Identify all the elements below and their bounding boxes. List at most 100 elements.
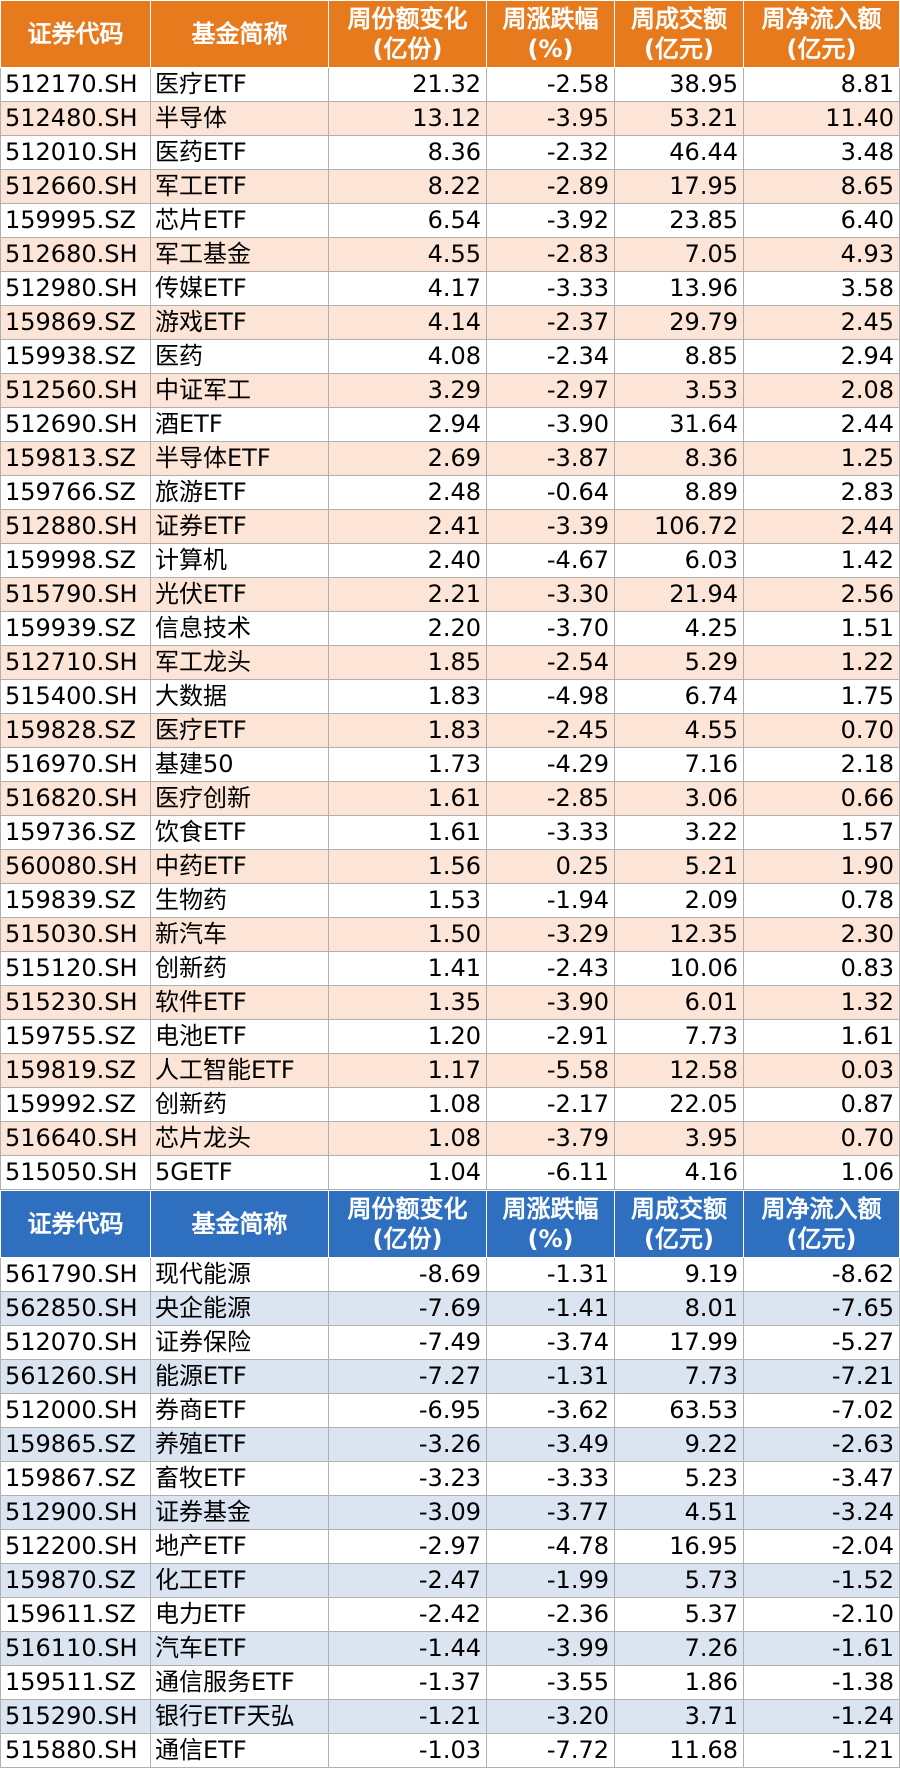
cell-fund-name: 医药ETF xyxy=(150,135,329,170)
cell-pct-change: -3.74 xyxy=(486,1325,615,1360)
cell-turnover: 12.35 xyxy=(614,917,744,952)
cell-pct-change: -3.77 xyxy=(486,1495,615,1530)
cell-code: 159867.SZ xyxy=(0,1461,151,1496)
cell-net-inflow: 8.81 xyxy=(743,67,900,102)
cell-fund-name: 央企能源 xyxy=(150,1291,329,1326)
header-share-change: 周份额变化 (亿份) xyxy=(328,0,487,68)
cell-pct-change: -4.29 xyxy=(486,747,615,782)
cell-pct-change: -2.37 xyxy=(486,305,615,340)
cell-net-inflow: 0.70 xyxy=(743,1121,900,1156)
cell-fund-name: 通信服务ETF xyxy=(150,1665,329,1700)
table-row: 512690.SH 酒ETF 2.94 -3.90 31.64 2.44 xyxy=(0,407,900,442)
table-row: 159813.SZ 半导体ETF 2.69 -3.87 8.36 1.25 xyxy=(0,441,900,476)
cell-fund-name: 电力ETF xyxy=(150,1597,329,1632)
cell-net-inflow: -1.52 xyxy=(743,1563,900,1598)
cell-turnover: 8.36 xyxy=(614,441,744,476)
cell-code: 512070.SH xyxy=(0,1325,151,1360)
cell-fund-name: 软件ETF xyxy=(150,985,329,1020)
cell-share-change: 1.20 xyxy=(328,1019,487,1054)
table-row: 515050.SH 5GETF 1.04 -6.11 4.16 1.06 xyxy=(0,1155,900,1190)
cell-share-change: 8.22 xyxy=(328,169,487,204)
cell-share-change: -2.47 xyxy=(328,1563,487,1598)
cell-turnover: 3.95 xyxy=(614,1121,744,1156)
cell-net-inflow: 2.08 xyxy=(743,373,900,408)
cell-fund-name: 中药ETF xyxy=(150,849,329,884)
table-row: 159819.SZ 人工智能ETF 1.17 -5.58 12.58 0.03 xyxy=(0,1053,900,1088)
cell-fund-name: 计算机 xyxy=(150,543,329,578)
cell-turnover: 4.55 xyxy=(614,713,744,748)
cell-share-change: 1.08 xyxy=(328,1087,487,1122)
cell-turnover: 5.73 xyxy=(614,1563,744,1598)
cell-fund-name: 饮食ETF xyxy=(150,815,329,850)
cell-pct-change: -7.72 xyxy=(486,1733,615,1768)
cell-turnover: 5.21 xyxy=(614,849,744,884)
cell-code: 159755.SZ xyxy=(0,1019,151,1054)
cell-code: 516640.SH xyxy=(0,1121,151,1156)
cell-code: 159865.SZ xyxy=(0,1427,151,1462)
cell-fund-name: 银行ETF天弘 xyxy=(150,1699,329,1734)
cell-share-change: 3.29 xyxy=(328,373,487,408)
cell-pct-change: -1.31 xyxy=(486,1359,615,1394)
cell-code: 159839.SZ xyxy=(0,883,151,918)
table-row: 512900.SH 证券基金 -3.09 -3.77 4.51 -3.24 xyxy=(0,1495,900,1530)
cell-fund-name: 大数据 xyxy=(150,679,329,714)
cell-turnover: 1.86 xyxy=(614,1665,744,1700)
cell-pct-change: -3.20 xyxy=(486,1699,615,1734)
cell-pct-change: -1.94 xyxy=(486,883,615,918)
cell-share-change: 4.55 xyxy=(328,237,487,272)
cell-turnover: 31.64 xyxy=(614,407,744,442)
cell-share-change: -3.23 xyxy=(328,1461,487,1496)
table-row: 512980.SH 传媒ETF 4.17 -3.33 13.96 3.58 xyxy=(0,271,900,306)
table-row: 512560.SH 中证军工 3.29 -2.97 3.53 2.08 xyxy=(0,373,900,408)
cell-pct-change: -3.79 xyxy=(486,1121,615,1156)
cell-net-inflow: -7.02 xyxy=(743,1393,900,1428)
cell-fund-name: 证券基金 xyxy=(150,1495,329,1530)
cell-code: 512710.SH xyxy=(0,645,151,680)
gain-table: 证券代码 基金简称 周份额变化 (亿份) 周涨跌幅 (%) 周成交额 (亿元) … xyxy=(0,0,900,1190)
table-row: 516970.SH 基建50 1.73 -4.29 7.16 2.18 xyxy=(0,747,900,782)
cell-turnover: 8.01 xyxy=(614,1291,744,1326)
cell-code: 516820.SH xyxy=(0,781,151,816)
cell-net-inflow: 1.42 xyxy=(743,543,900,578)
cell-net-inflow: 1.32 xyxy=(743,985,900,1020)
table-row: 512680.SH 军工基金 4.55 -2.83 7.05 4.93 xyxy=(0,237,900,272)
cell-fund-name: 畜牧ETF xyxy=(150,1461,329,1496)
cell-fund-name: 地产ETF xyxy=(150,1529,329,1564)
cell-fund-name: 旅游ETF xyxy=(150,475,329,510)
cell-fund-name: 人工智能ETF xyxy=(150,1053,329,1088)
cell-pct-change: -3.92 xyxy=(486,203,615,238)
cell-code: 561790.SH xyxy=(0,1257,151,1292)
cell-net-inflow: -7.65 xyxy=(743,1291,900,1326)
cell-fund-name: 现代能源 xyxy=(150,1257,329,1292)
cell-share-change: 13.12 xyxy=(328,101,487,136)
cell-pct-change: -3.90 xyxy=(486,985,615,1020)
table-row: 159992.SZ 创新药 1.08 -2.17 22.05 0.87 xyxy=(0,1087,900,1122)
cell-share-change: -3.09 xyxy=(328,1495,487,1530)
cell-fund-name: 芯片ETF xyxy=(150,203,329,238)
cell-code: 512980.SH xyxy=(0,271,151,306)
cell-pct-change: -2.43 xyxy=(486,951,615,986)
table-row: 159995.SZ 芯片ETF 6.54 -3.92 23.85 6.40 xyxy=(0,203,900,238)
cell-fund-name: 养殖ETF xyxy=(150,1427,329,1462)
table-row: 159998.SZ 计算机 2.40 -4.67 6.03 1.42 xyxy=(0,543,900,578)
cell-net-inflow: 1.25 xyxy=(743,441,900,476)
cell-share-change: 1.41 xyxy=(328,951,487,986)
cell-net-inflow: 2.30 xyxy=(743,917,900,952)
header-name: 基金简称 xyxy=(150,0,329,68)
cell-pct-change: -2.91 xyxy=(486,1019,615,1054)
cell-turnover: 5.37 xyxy=(614,1597,744,1632)
cell-code: 159828.SZ xyxy=(0,713,151,748)
cell-fund-name: 光伏ETF xyxy=(150,577,329,612)
cell-net-inflow: 2.83 xyxy=(743,475,900,510)
table-row: 512480.SH 半导体 13.12 -3.95 53.21 11.40 xyxy=(0,101,900,136)
cell-net-inflow: -1.21 xyxy=(743,1733,900,1768)
cell-pct-change: -3.30 xyxy=(486,577,615,612)
cell-fund-name: 医疗ETF xyxy=(150,67,329,102)
cell-pct-change: -3.99 xyxy=(486,1631,615,1666)
cell-turnover: 16.95 xyxy=(614,1529,744,1564)
table-row: 512880.SH 证券ETF 2.41 -3.39 106.72 2.44 xyxy=(0,509,900,544)
table-row: 562850.SH 央企能源 -7.69 -1.41 8.01 -7.65 xyxy=(0,1291,900,1326)
cell-net-inflow: 2.44 xyxy=(743,509,900,544)
table-row: 515880.SH 通信ETF -1.03 -7.72 11.68 -1.21 xyxy=(0,1733,900,1768)
cell-share-change: 2.69 xyxy=(328,441,487,476)
